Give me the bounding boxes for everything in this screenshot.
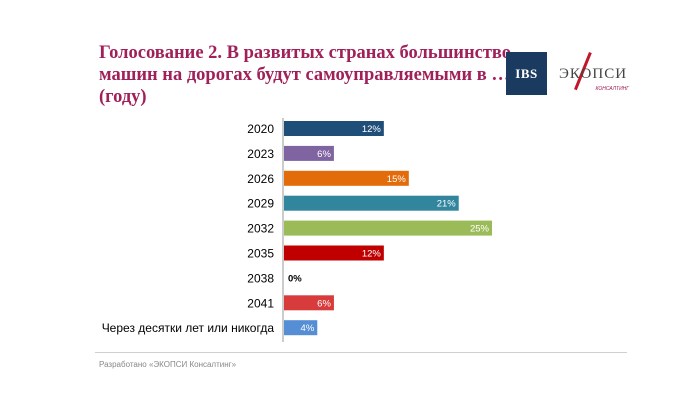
- ibs-logo: IBS: [506, 52, 547, 95]
- bar-value-label: 15%: [387, 174, 407, 185]
- ekopsi-logo-subtext: КОНСАЛТИНГ: [595, 86, 629, 92]
- bar: [284, 170, 409, 186]
- bar: [284, 220, 492, 236]
- category-label: Через десятки лет или никогда: [102, 321, 275, 335]
- category-label: 2029: [247, 197, 274, 211]
- category-label: 2020: [247, 122, 274, 136]
- bar: [284, 245, 384, 261]
- ekopsi-logo: ЭКОПСИ КОНСАЛТИНГ: [559, 52, 631, 94]
- bar-value-label: 12%: [362, 124, 382, 135]
- bar-value-label: 6%: [317, 149, 331, 160]
- title-line: (году): [99, 87, 147, 107]
- chart-title: Голосование 2. В развитых странах больши…: [99, 42, 512, 108]
- bar-value-label: 4%: [301, 323, 315, 334]
- bar-value-label: 0%: [288, 273, 302, 284]
- bar-value-label: 21%: [437, 199, 457, 210]
- bar: [284, 145, 334, 161]
- bar-value-label: 6%: [317, 298, 331, 309]
- footer-divider: [95, 352, 627, 353]
- title-line: Голосование 2. В развитых странах больши…: [99, 43, 512, 63]
- category-label: 2026: [247, 172, 274, 186]
- bar: [284, 195, 459, 211]
- category-label: 2032: [247, 222, 274, 236]
- ibs-logo-text: IBS: [515, 65, 538, 81]
- bars-group: 2020 12% 2023 6% 2026 15% 2029 21% 2032 25% 2035 12…: [102, 121, 492, 336]
- footer-credit: Разработано «ЭКОПСИ Консалтинг»: [99, 360, 237, 369]
- category-label: 2041: [247, 296, 274, 310]
- bar: [284, 295, 334, 311]
- category-label: 2038: [247, 271, 274, 285]
- ekopsi-logo-text: ЭКОПСИ: [559, 66, 628, 82]
- bar: [284, 121, 384, 136]
- title-line: машин на дорогах будут самоуправляемыми …: [99, 65, 510, 85]
- category-label: 2023: [247, 147, 274, 161]
- bar-value-label: 12%: [362, 249, 382, 260]
- bar: [284, 320, 318, 336]
- bar-value-label: 25%: [470, 224, 490, 235]
- category-label: 2035: [247, 247, 274, 261]
